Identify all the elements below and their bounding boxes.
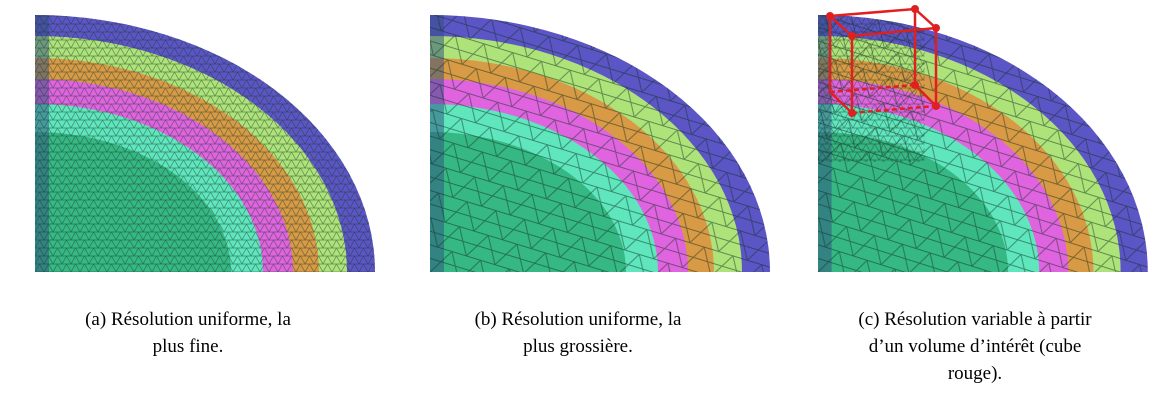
caption-a: (a) Résolution uniforme, la plus fine. xyxy=(8,306,368,360)
caption-line: (b) Résolution uniforme, la xyxy=(398,306,758,333)
mesh-b xyxy=(430,12,775,272)
mesh-a xyxy=(35,12,380,272)
caption-line: plus fine. xyxy=(8,333,368,360)
caption-line: plus grossière. xyxy=(398,333,758,360)
caption-b: (b) Résolution uniforme, la plus grossiè… xyxy=(398,306,758,360)
caption-line: (a) Résolution uniforme, la xyxy=(8,306,368,333)
caption-line: rouge). xyxy=(795,360,1150,387)
caption-c: (c) Résolution variable à partir d’un vo… xyxy=(795,306,1150,387)
caption-line: (c) Résolution variable à partir xyxy=(795,306,1150,333)
mesh-images xyxy=(0,0,1150,300)
caption-line: d’un volume d’intérêt (cube xyxy=(795,333,1150,360)
figure: (a) Résolution uniforme, la plus fine. (… xyxy=(0,0,1150,407)
mesh-c xyxy=(818,12,1150,272)
